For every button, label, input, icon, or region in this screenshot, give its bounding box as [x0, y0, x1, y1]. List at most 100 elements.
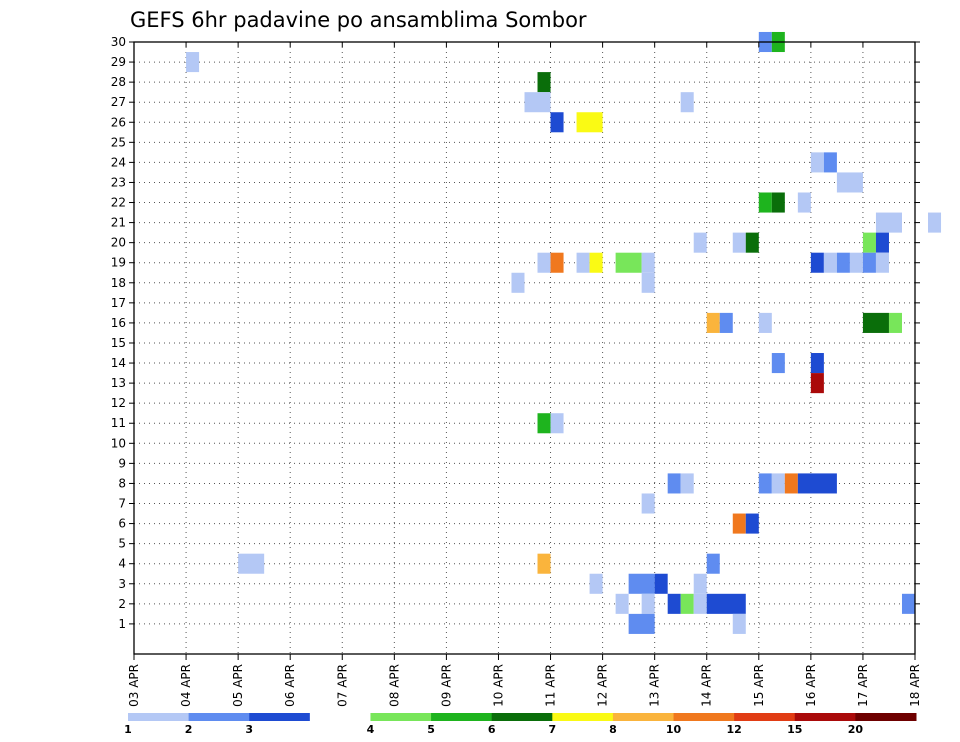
y-tick-label: 1 — [118, 617, 126, 631]
x-tick-label: 06 APR — [283, 664, 297, 707]
colorbar-label: 6 — [488, 723, 496, 736]
colorbar-label: 3 — [245, 723, 253, 736]
precip-cell — [823, 252, 837, 273]
x-tick-label: 13 APR — [648, 664, 662, 707]
y-tick-label: 22 — [111, 196, 126, 210]
precip-cell — [667, 593, 681, 614]
colorbar-segment — [855, 713, 917, 721]
colorbar-label: 7 — [548, 723, 556, 736]
precip-cell — [628, 613, 655, 634]
y-tick-label: 17 — [111, 296, 126, 310]
precip-cell — [628, 573, 655, 594]
precip-cell — [758, 473, 772, 494]
colorbar-segment — [309, 713, 371, 721]
precip-cell — [719, 312, 733, 333]
colorbar-label: 15 — [787, 723, 802, 736]
precip-cell — [888, 312, 902, 333]
precip-cell — [641, 252, 655, 273]
precip-cell — [758, 312, 772, 333]
y-tick-label: 5 — [118, 537, 126, 551]
y-tick-label: 30 — [111, 35, 126, 49]
y-tick-label: 14 — [111, 356, 126, 370]
colorbar-segment — [612, 713, 675, 721]
colorbar-segment — [188, 713, 250, 721]
precip-cell — [550, 112, 564, 133]
precip-cell — [862, 252, 876, 273]
y-tick-label: 24 — [111, 155, 126, 169]
precip-cell — [797, 192, 811, 213]
precip-cell — [693, 593, 707, 614]
precip-cell — [928, 212, 942, 233]
plot-frame — [133, 41, 916, 655]
precip-cell — [771, 353, 785, 374]
precip-cell — [537, 72, 551, 93]
precip-cell — [875, 232, 889, 253]
precip-cell — [524, 92, 551, 113]
precip-cell — [732, 613, 746, 634]
precip-cell — [849, 252, 863, 273]
precip-cell — [693, 573, 707, 594]
precip-cells — [186, 31, 942, 634]
precip-cell — [680, 92, 694, 113]
precip-cell — [537, 252, 551, 273]
colorbar-label: 12 — [726, 723, 741, 736]
colorbar-segment — [491, 713, 553, 721]
precip-cell — [732, 513, 746, 534]
x-tick-label: 05 APR — [231, 664, 245, 707]
x-tick-label: 18 APR — [908, 664, 922, 707]
colorbar: 1 2 3 4 5 6 7 8 10 12 15 20 — [124, 713, 917, 736]
precip-cell — [550, 413, 564, 434]
y-tick-label: 23 — [111, 175, 126, 189]
precip-cell — [862, 312, 889, 333]
precip-cell — [589, 573, 603, 594]
colorbar-segment — [431, 713, 493, 721]
colorbar-label: 10 — [666, 723, 682, 736]
y-tick-label: 28 — [111, 75, 126, 89]
precip-cell — [615, 593, 629, 614]
precip-cell — [758, 192, 772, 213]
precip-cell — [862, 232, 876, 253]
precip-cell — [186, 52, 200, 73]
colorbar-segment — [370, 713, 432, 721]
y-tick-label: 29 — [111, 55, 126, 69]
precip-cell — [667, 473, 681, 494]
precip-cell — [550, 252, 564, 273]
precip-cell — [823, 152, 837, 173]
colorbar-segment — [734, 713, 796, 721]
y-tick-label: 6 — [118, 517, 126, 531]
y-tick-label: 11 — [111, 416, 126, 430]
precip-cell — [771, 192, 785, 213]
x-tick-label: 09 APR — [439, 664, 453, 707]
precip-cell — [875, 252, 889, 273]
x-axis: 03 APR 04 APR 05 APR 06 APR 07 APR 08 APR 09 A… — [127, 42, 922, 707]
y-tick-label: 9 — [118, 456, 126, 470]
y-tick-label: 7 — [118, 497, 126, 511]
y-tick-label: 10 — [111, 436, 126, 450]
y-tick-label: 25 — [111, 135, 126, 149]
colorbar-label: 8 — [609, 723, 617, 736]
y-tick-label: 15 — [111, 336, 126, 350]
precip-cell — [693, 232, 707, 253]
x-tick-label: 15 APR — [752, 664, 766, 707]
precip-cell — [810, 373, 824, 394]
precip-cell — [641, 593, 655, 614]
precip-cell — [745, 232, 759, 253]
precip-cell — [732, 232, 746, 253]
colorbar-segment — [128, 713, 190, 721]
precip-cell — [784, 473, 798, 494]
precip-cell — [901, 593, 915, 614]
y-tick-label: 27 — [111, 95, 126, 109]
colorbar-segment — [552, 713, 614, 721]
colorbar-label: 5 — [427, 723, 435, 736]
y-tick-label: 2 — [118, 597, 126, 611]
y-tick-label: 12 — [111, 396, 126, 410]
colorbar-label: 4 — [367, 723, 375, 736]
precip-cell — [706, 593, 746, 614]
chart-title: GEFS 6hr padavine po ansamblima Sombor — [130, 8, 587, 32]
precip-cell — [680, 593, 694, 614]
precip-cell — [836, 252, 850, 273]
precip-cell — [537, 413, 551, 434]
x-tick-label: 14 APR — [700, 664, 714, 707]
y-tick-label: 21 — [111, 216, 126, 230]
